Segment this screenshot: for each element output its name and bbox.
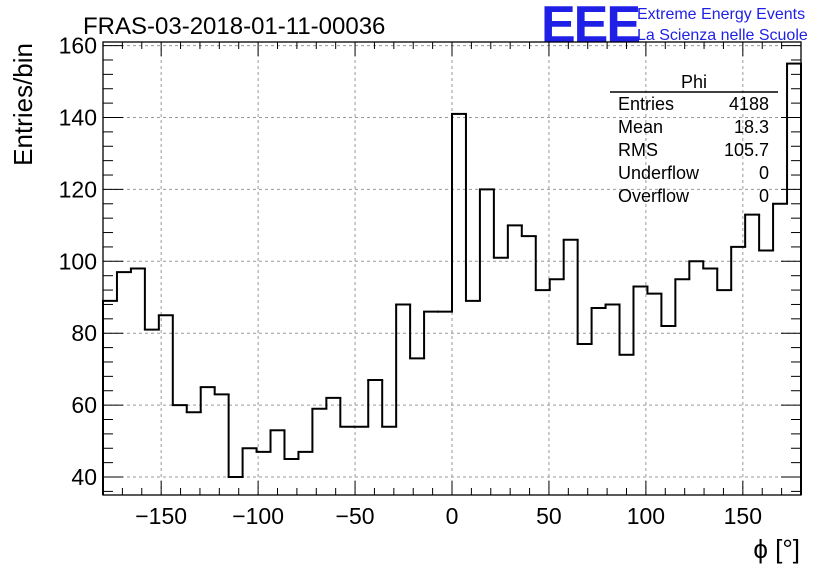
logo-line-2: La Scienza nelle Scuole bbox=[637, 27, 808, 44]
stats-value: 18.3 bbox=[734, 117, 769, 137]
histogram-bins bbox=[102, 62, 802, 495]
histogram-risers bbox=[102, 63, 802, 495]
stats-value: 0 bbox=[759, 163, 769, 183]
stats-label: RMS bbox=[618, 140, 658, 160]
stats-label: Mean bbox=[618, 117, 663, 137]
y-tick-label: 120 bbox=[59, 176, 97, 202]
y-tick-labels: 40 60 80 100 120 140 160 bbox=[59, 33, 97, 490]
x-axis-title: ϕ [°] bbox=[753, 534, 800, 564]
stats-label: Entries bbox=[618, 94, 674, 114]
chart-title: FRAS-03-2018-01-11-00036 bbox=[83, 13, 385, 40]
y-tick-label: 60 bbox=[71, 392, 97, 418]
eee-logo: EEE Extreme Energy Events La Scienza nel… bbox=[541, 0, 808, 54]
x-tick-label: 0 bbox=[446, 503, 459, 529]
x-tick-labels: −150 −100 −50 0 50 100 150 bbox=[135, 503, 762, 529]
x-tick-label: −100 bbox=[232, 503, 284, 529]
stats-value: 4188 bbox=[729, 94, 769, 114]
x-tick-label: −150 bbox=[135, 503, 187, 529]
stats-value: 105.7 bbox=[724, 140, 769, 160]
stats-box: Phi Entries 4188 Mean 18.3 RMS 105.7 Underflow… bbox=[610, 72, 778, 206]
y-axis-title: Entries/bin bbox=[8, 43, 38, 166]
stats-label: Underflow bbox=[618, 163, 700, 183]
x-tick-label: −50 bbox=[336, 503, 375, 529]
x-tick-label: 100 bbox=[627, 503, 665, 529]
y-tick-label: 140 bbox=[59, 105, 97, 131]
stats-title: Phi bbox=[681, 72, 707, 92]
y-tick-label: 40 bbox=[71, 464, 97, 490]
x-tick-label: 50 bbox=[536, 503, 562, 529]
logo-mark: EEE bbox=[541, 0, 639, 54]
y-tick-label: 80 bbox=[71, 320, 97, 346]
logo-line-1: Extreme Energy Events bbox=[637, 6, 805, 23]
stats-value: 0 bbox=[759, 186, 769, 206]
y-tick-label: 100 bbox=[59, 248, 97, 274]
x-tick-label: 150 bbox=[724, 503, 762, 529]
y-tick-label: 160 bbox=[59, 33, 97, 59]
stats-label: Overflow bbox=[618, 186, 690, 206]
axis-ticks bbox=[102, 42, 802, 495]
